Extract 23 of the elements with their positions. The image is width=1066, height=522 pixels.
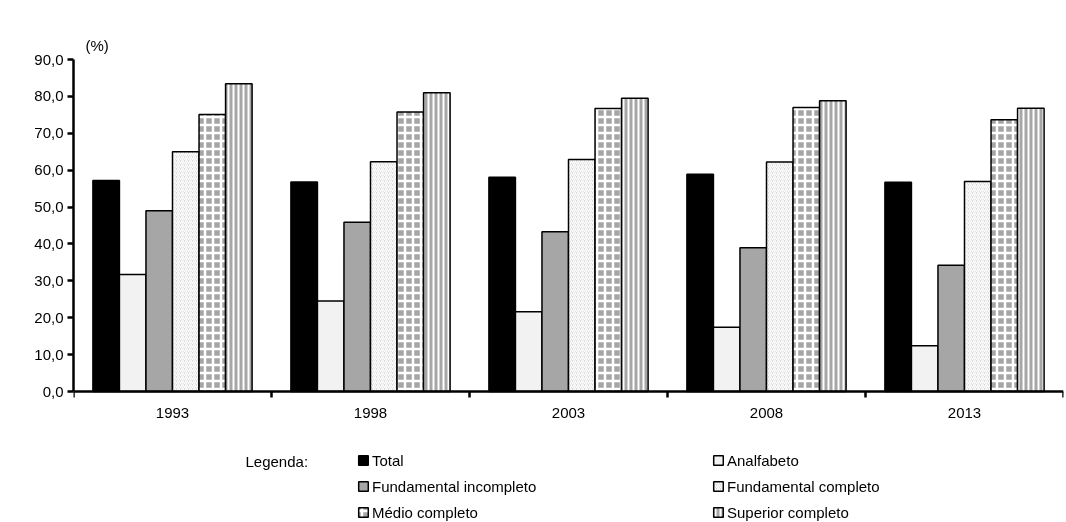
y-tick-label: 30,0	[34, 271, 64, 289]
legend-title: Legenda:	[245, 453, 309, 470]
legend-label: Médio completo	[372, 503, 479, 521]
legend-label: Fundamental incompleto	[372, 477, 538, 495]
legend-label: Total	[372, 451, 405, 469]
y-tick-label: 70,0	[34, 124, 64, 142]
legend-label: Analfabeto	[727, 451, 800, 469]
y-tick-label: 20,0	[34, 308, 64, 326]
x-tick-label: 1998	[353, 403, 388, 421]
y-tick-label: 0,0	[42, 382, 64, 400]
legend-label: Superior completo	[727, 503, 850, 521]
y-tick-label: 80,0	[34, 87, 64, 105]
y-tick-label: 50,0	[34, 198, 64, 216]
x-tick-label: 2008	[749, 403, 784, 421]
x-tick-label: 1993	[155, 403, 190, 421]
x-tick-label: 2013	[947, 403, 982, 421]
legend-label: Fundamental completo	[727, 477, 881, 495]
y-tick-label: 10,0	[34, 345, 64, 363]
y-axis-title: (%)	[85, 36, 109, 54]
y-tick-label: 40,0	[34, 234, 64, 252]
x-tick-label: 2003	[551, 403, 586, 421]
y-tick-label: 90,0	[34, 50, 64, 68]
y-tick-label: 60,0	[34, 161, 64, 179]
